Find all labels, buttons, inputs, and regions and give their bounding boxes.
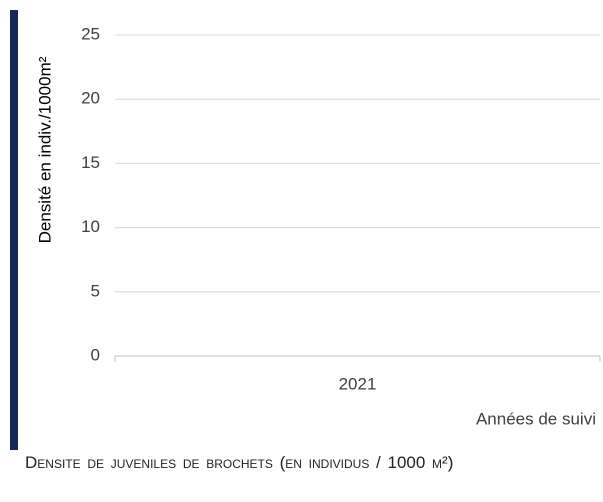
- y-tick-label: 10: [81, 217, 100, 236]
- x-tick-label: 2021: [339, 374, 377, 393]
- x-axis-label: Années de suivi: [476, 409, 596, 428]
- caption: Densite de juveniles de brochets (en ind…: [25, 453, 454, 472]
- chart: Densité en indiv./1000m² Années de suivi…: [10, 10, 601, 450]
- y-tick-label: 15: [81, 153, 100, 172]
- y-tick-label: 5: [91, 281, 100, 300]
- y-tick-label: 0: [91, 345, 100, 364]
- y-tick-label: 20: [81, 89, 100, 108]
- side-bar: [10, 10, 18, 450]
- y-tick-label: 25: [81, 24, 100, 43]
- y-axis-label: Densité en indiv./1000m²: [35, 56, 54, 243]
